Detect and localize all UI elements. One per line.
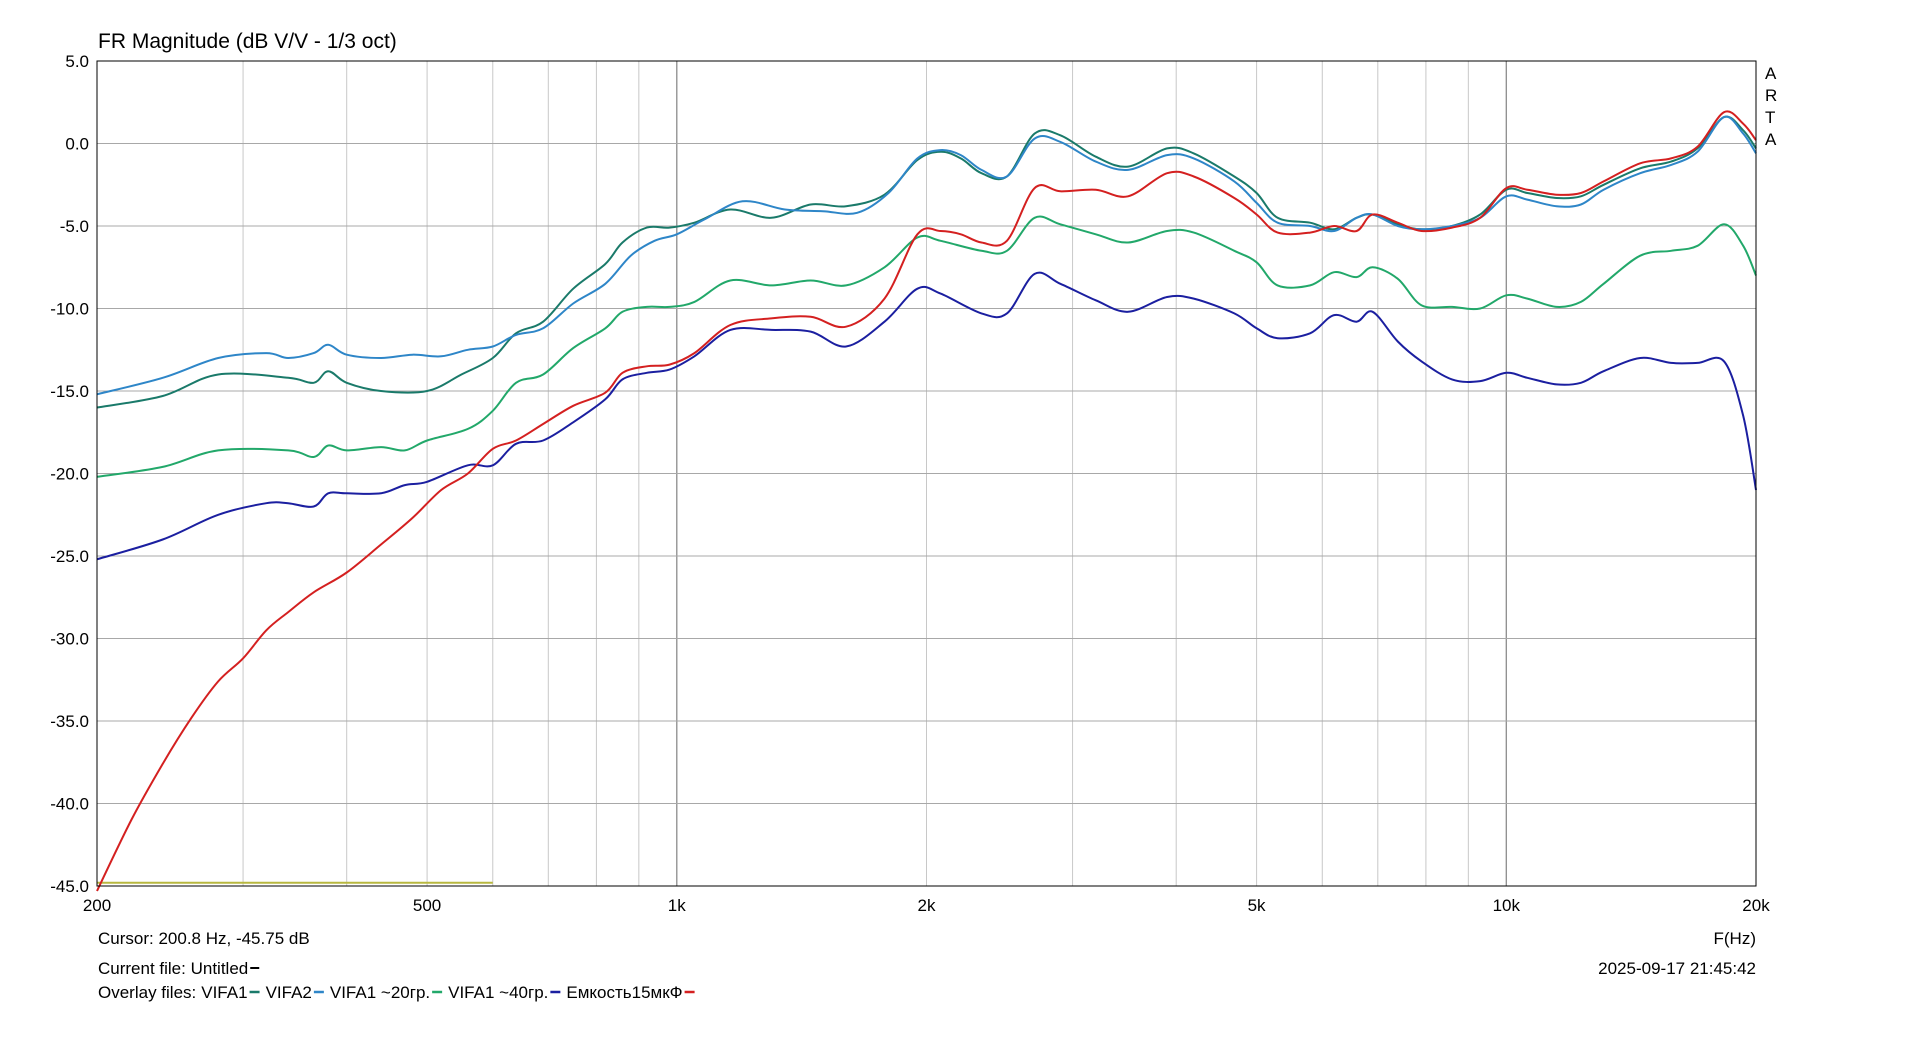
chart-title: FR Magnitude (dB V/V - 1/3 oct) [98,30,397,53]
y-tick-label: 5.0 [65,52,89,71]
current-file-label: Current file: Untitled [98,959,248,978]
x-axis-label: F(Hz) [1714,929,1756,948]
y-tick-label: -45.0 [50,877,89,896]
cursor-readout: Cursor: 200.8 Hz, -45.75 dB [98,929,310,948]
series-line-5 [96,110,1757,892]
overlay-files-legend: Overlay files: VIFA1 VIFA2 VIFA1 ~20гр. VIFA… [98,983,695,1002]
x-tick-label: 1k [668,896,686,915]
series-line-4 [96,271,1757,561]
y-tick-label: -35.0 [50,712,89,731]
y-tick-label: -40.0 [50,795,89,814]
plot-frame [96,60,1757,887]
current-file-row: Current file: Untitled [98,959,260,978]
y-tick-label: -5.0 [60,217,89,236]
y-tick-label: -15.0 [50,382,89,401]
legend-entry-1: VIFA1 [201,983,247,1002]
overlay-files-label: Overlay files: [98,983,196,1002]
brand-letter: T [1765,108,1775,127]
grid-layer [96,60,1757,887]
legend-entry-5: Емкость15мкФ [566,983,682,1002]
x-tick-label: 2k [918,896,936,915]
tick-layer: 5.0 0.0 -5.0 -10.0 -15.0 -20.0 -25.0 -30.0 -35.0… [50,52,1770,915]
legend-entry-4: VIFA1 ~40гр. [448,983,548,1002]
series-line-3 [96,215,1757,478]
x-tick-label: 200 [83,896,111,915]
y-tick-label: -10.0 [50,300,89,319]
x-tick-label: 500 [413,896,441,915]
timestamp: 2025-09-17 21:45:42 [1598,959,1756,978]
y-tick-label: -30.0 [50,630,89,649]
brand-letter: A [1765,64,1777,83]
y-tick-label: -25.0 [50,547,89,566]
x-tick-label: 10k [1493,896,1521,915]
y-tick-label: 0.0 [65,135,89,154]
series-layer [96,110,1757,892]
brand-letter: A [1765,130,1777,149]
brand-letter: R [1765,86,1777,105]
x-tick-label: 20k [1742,896,1770,915]
y-tick-label: -20.0 [50,465,89,484]
legend-entry-2: VIFA2 [266,983,312,1002]
legend-entry-3: VIFA1 ~20гр. [330,983,430,1002]
series-line-2 [96,115,1757,396]
x-tick-label: 5k [1248,896,1266,915]
